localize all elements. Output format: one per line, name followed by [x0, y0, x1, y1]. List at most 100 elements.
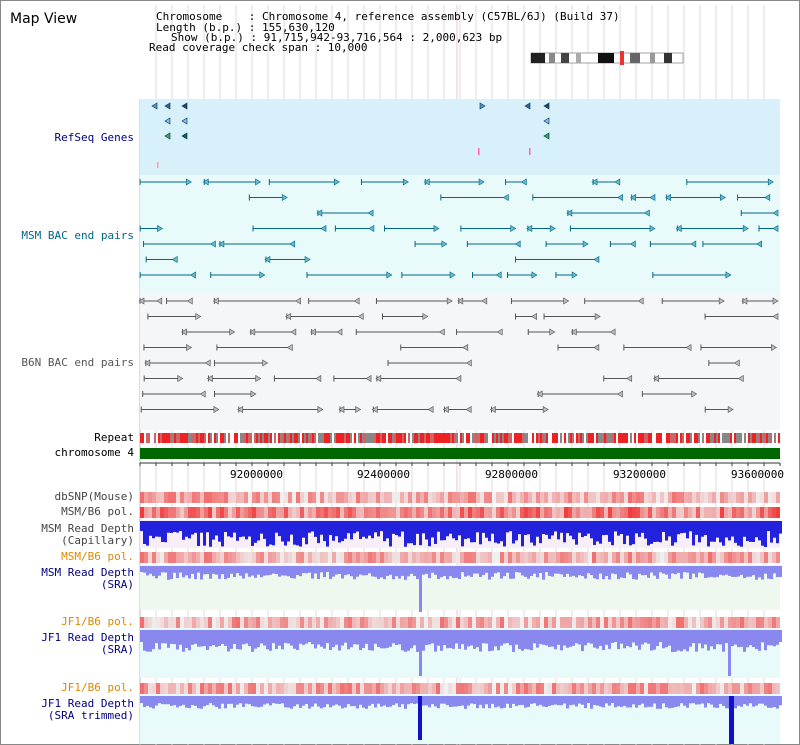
depth-bar [494, 696, 497, 708]
heat-cell [404, 507, 408, 518]
heat-cell [344, 683, 348, 694]
bac-end-icon [441, 240, 448, 248]
heat-cell [364, 617, 368, 628]
depth-bar [629, 566, 632, 575]
heat-cell [536, 552, 540, 563]
heat-cell [468, 492, 472, 503]
repeat-cell [734, 433, 736, 443]
depth-bar [710, 696, 713, 705]
depth-bar [230, 566, 233, 574]
heat-cell [200, 507, 204, 518]
depth-bar [191, 630, 194, 645]
heat-cell [652, 552, 656, 563]
repeat-cell [234, 433, 236, 443]
depth-bar [164, 566, 167, 573]
depth-bar [653, 521, 656, 542]
depth-bar [227, 630, 230, 652]
heat-cell [412, 492, 416, 503]
polymorphism-heat-tracks[interactable] [140, 492, 780, 694]
heat-cell [152, 492, 156, 503]
heat-cell [152, 683, 156, 694]
bac-end-icon [457, 297, 464, 305]
heat-cell [496, 617, 500, 628]
repeat-cell [174, 433, 176, 443]
repeat-cell [464, 433, 466, 443]
repeat-cell [516, 433, 518, 443]
heat-cell [720, 492, 724, 503]
repeat-track[interactable] [140, 433, 780, 443]
heat-cell [448, 492, 452, 503]
depth-bar [593, 566, 596, 579]
depth-bar [335, 696, 338, 705]
depth-bar [290, 630, 293, 646]
heat-cell [736, 492, 740, 503]
b6n-bac-track[interactable] [138, 297, 779, 414]
repeat-cell [144, 433, 146, 443]
repeat-cell [444, 433, 446, 443]
heat-cell [440, 492, 444, 503]
heat-cell [368, 683, 372, 694]
repeat-cell [606, 433, 608, 443]
msm-bac-track[interactable] [139, 178, 779, 279]
heat-cell [356, 683, 360, 694]
heat-cell [680, 507, 684, 518]
heat-cell [332, 552, 336, 563]
heat-cell [452, 552, 456, 563]
depth-bar [443, 566, 446, 577]
heat-cell [644, 683, 648, 694]
depth-bar [188, 521, 191, 539]
depth-bar [773, 630, 776, 647]
heat-cell [460, 683, 464, 694]
refseq-gene-track[interactable] [151, 102, 550, 168]
bac-end-icon [462, 343, 469, 352]
heat-cell [520, 492, 524, 503]
depth-bar [659, 566, 662, 573]
depth-bar [212, 566, 215, 574]
heat-cell [676, 507, 680, 518]
heat-cell [492, 617, 496, 628]
depth-bar [275, 696, 278, 704]
heat-cell [232, 683, 236, 694]
heat-cell [376, 552, 380, 563]
repeat-cell [740, 433, 742, 443]
depth-bar [494, 521, 497, 543]
bac-end-icon [531, 271, 538, 279]
repeat-cell [262, 433, 264, 443]
heat-cell [388, 683, 392, 694]
chromosome-ideogram-icon[interactable] [530, 51, 684, 65]
heat-cell [760, 492, 764, 503]
repeat-cell [710, 433, 712, 443]
heat-cell [660, 492, 664, 503]
depth-bar [557, 521, 560, 540]
heat-cell [488, 492, 492, 503]
heat-cell [508, 617, 512, 628]
depth-bar [305, 521, 308, 545]
heat-cell [244, 617, 248, 628]
repeat-cell [766, 433, 768, 443]
heat-cell [668, 617, 672, 628]
heat-cell [484, 507, 488, 518]
heat-cell [380, 492, 384, 503]
depth-bar [434, 566, 437, 575]
depth-bar [452, 521, 455, 539]
heat-cell [436, 617, 440, 628]
depth-bar [467, 630, 470, 647]
depth-bar [680, 521, 683, 534]
read-depth-tracks[interactable] [140, 521, 782, 744]
repeat-cell [472, 433, 474, 443]
bac-end-icon [549, 224, 556, 233]
chromosome-bar [140, 448, 780, 459]
depth-bar [437, 521, 440, 532]
repeat-cell [216, 433, 218, 443]
depth-bar [617, 696, 620, 707]
heat-cell [660, 683, 664, 694]
heat-cell [508, 552, 512, 563]
heat-cell [512, 507, 516, 518]
depth-bar [722, 630, 725, 652]
depth-bar [287, 566, 290, 577]
info-coverage-span: Read coverage check span : 10,000 [149, 41, 368, 54]
heat-cell [148, 492, 152, 503]
depth-bar [413, 521, 416, 546]
heat-cell [588, 552, 592, 563]
